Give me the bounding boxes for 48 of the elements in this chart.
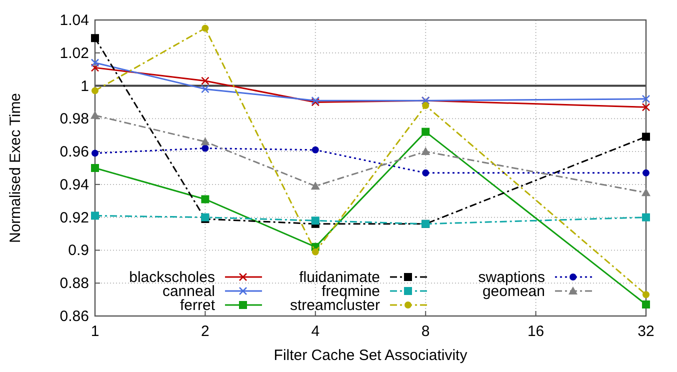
- y-tick-label: 1.02: [60, 44, 89, 62]
- x-tick-label: 4: [311, 323, 320, 340]
- point: [92, 87, 98, 94]
- point: [201, 84, 210, 94]
- y-tick-label: 1: [80, 78, 89, 95]
- point: [310, 182, 320, 190]
- y-tick-label: 1.04: [60, 12, 89, 29]
- point: [90, 64, 100, 72]
- point: [92, 150, 98, 157]
- point: [91, 34, 99, 42]
- legend-label: canneal: [162, 283, 215, 300]
- legend-label: geomean: [482, 283, 545, 300]
- point: [421, 147, 430, 156]
- point: [422, 169, 430, 176]
- point: [312, 146, 319, 154]
- point: [202, 144, 209, 152]
- point: [90, 58, 100, 67]
- point: [91, 164, 99, 172]
- legend-label: streamcluster: [290, 297, 380, 314]
- point: [311, 216, 320, 225]
- point: [202, 24, 209, 32]
- point: [422, 128, 430, 136]
- x-tick-label: 8: [421, 323, 430, 340]
- legend-label: ferret: [180, 297, 216, 314]
- point: [422, 102, 430, 110]
- y-tick-label: 0.98: [60, 110, 89, 128]
- x-tick-label: 16: [527, 323, 544, 340]
- legend-label: fluidanimate: [299, 269, 380, 286]
- point: [201, 76, 210, 85]
- x-tick-label: 1: [90, 323, 100, 340]
- legend-label: swaptions: [478, 269, 545, 286]
- point: [201, 195, 210, 204]
- y-tick-label: 0.94: [60, 176, 89, 194]
- y-tick-label: 0.96: [60, 144, 89, 161]
- x-tick-label: 32: [638, 323, 654, 340]
- y-tick-label: 0.92: [60, 209, 89, 226]
- legend-label: blackscholes: [129, 269, 215, 286]
- point: [90, 110, 100, 119]
- point: [312, 248, 319, 256]
- y-tick-label: 0.86: [60, 308, 89, 325]
- point: [91, 212, 99, 220]
- y-tick-label: 0.9: [68, 242, 89, 260]
- x-axis-title: Filter Cache Set Associativity: [274, 347, 468, 364]
- x-tick-label: 2: [201, 323, 210, 340]
- y-axis-title: Normalised Exec Time: [7, 92, 24, 244]
- point: [200, 137, 210, 146]
- legend-label: freqmine: [322, 283, 380, 300]
- y-tick-label: 0.88: [60, 275, 89, 292]
